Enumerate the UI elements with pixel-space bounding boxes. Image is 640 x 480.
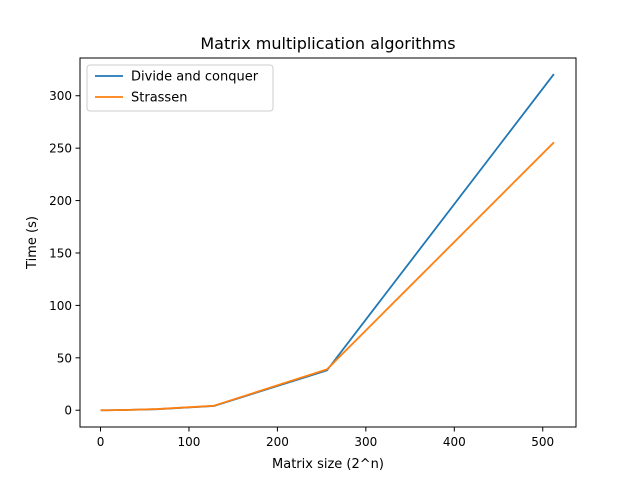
legend-box [86,64,274,112]
y-tick-label: 50 [57,351,72,365]
x-tick-label: 0 [97,435,105,449]
y-tick-label: 300 [49,89,72,103]
y-tick-label: 100 [49,299,72,313]
legend-label-strassen: Strassen [131,91,187,106]
y-axis-label: Time (s) [25,216,40,270]
x-tick-label: 500 [531,435,554,449]
y-tick-label: 150 [49,246,72,260]
x-axis-ticks: 0 100 200 300 400 500 [97,427,554,449]
x-tick-label: 100 [178,435,201,449]
series-line-strassen [100,141,555,412]
x-tick-label: 200 [266,435,289,449]
x-axis-label: Matrix size (2^n) [272,457,384,472]
y-tick-label: 250 [49,142,72,156]
y-tick-label: 200 [49,194,72,208]
legend-label-divide-and-conquer: Divide and conquer [131,70,259,85]
plot-lines [100,73,555,412]
plot-frame [79,57,577,428]
x-tick-label: 300 [354,435,377,449]
x-tick-label: 400 [443,435,466,449]
chart-title: Matrix multiplication algorithms [200,34,455,53]
y-tick-label: 0 [64,404,72,418]
y-axis-ticks: 0 50 100 150 200 250 300 [49,89,80,418]
legend: Divide and conquer Strassen [86,64,274,112]
